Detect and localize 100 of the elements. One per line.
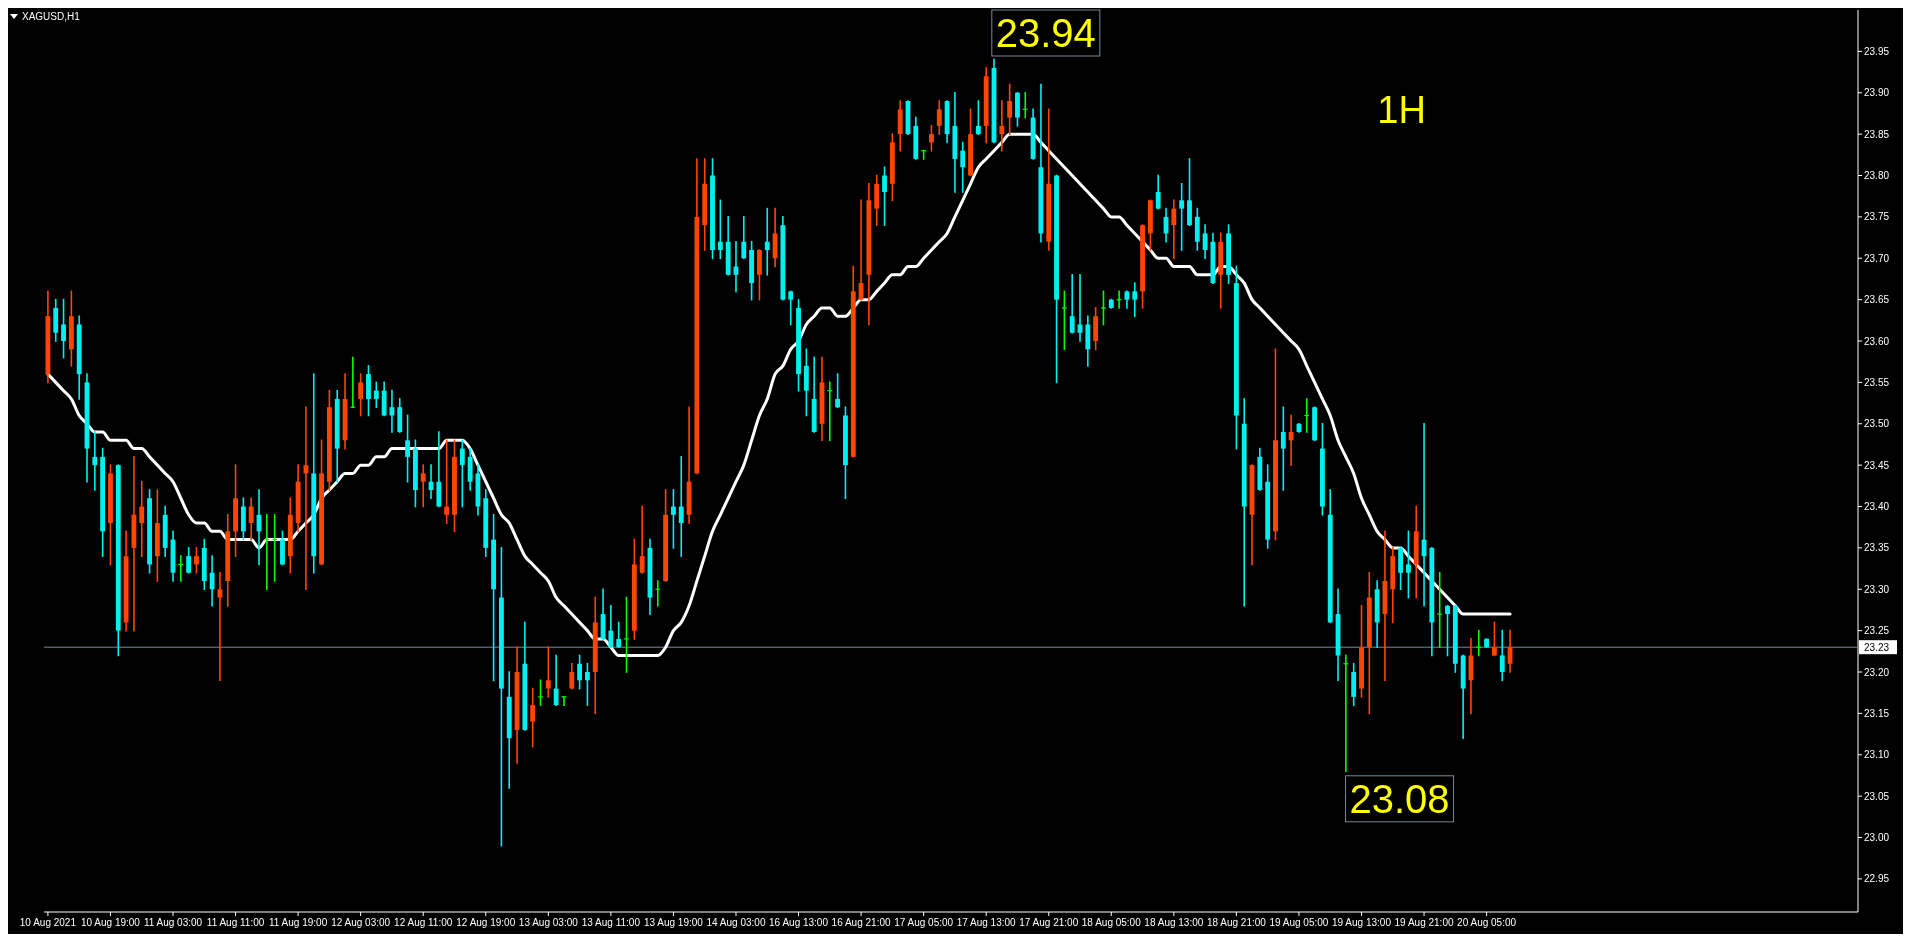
y-tick-label: 22.95 [1864, 873, 1890, 885]
candlestick [553, 654, 559, 706]
y-tick-label: 23.80 [1864, 170, 1890, 181]
candlestick [1202, 224, 1208, 260]
candlestick [569, 662, 575, 690]
candlestick [92, 431, 98, 491]
candlestick [882, 166, 887, 226]
candlestick [1069, 274, 1075, 334]
candlestick [1007, 83, 1013, 135]
x-tick-label: 10 Aug 19:00 [80, 917, 141, 928]
candlestick [248, 497, 254, 541]
candlestick [1436, 571, 1443, 648]
annotation: 23.94 [995, 11, 1096, 56]
candlestick [999, 100, 1005, 152]
candlestick [1499, 629, 1505, 682]
x-tick-label: 12 Aug 19:00 [456, 917, 516, 928]
ref-line-label: 23.23 [1864, 641, 1890, 653]
x-tick-label: 13 Aug 11:00 [581, 917, 641, 928]
x-tick-label: 19 Aug 05:00 [1269, 917, 1329, 928]
candlestick [764, 207, 770, 276]
x-tick-label: 12 Aug 11:00 [394, 917, 453, 928]
y-tick-label: 23.00 [1864, 832, 1890, 844]
y-tick-label: 23.95 [1864, 45, 1890, 57]
y-tick-label: 23.75 [1864, 211, 1890, 223]
candlestick [623, 596, 630, 673]
candlestick [788, 290, 794, 326]
y-tick-label: 23.05 [1864, 790, 1890, 802]
y-tick-label: 23.20 [1864, 666, 1890, 678]
candlestick [929, 125, 934, 152]
x-tick-label: 10 Aug 2021 [19, 917, 77, 928]
candlestick [530, 687, 536, 748]
candlestick [717, 199, 723, 260]
candlestick [975, 100, 981, 135]
y-tick-label: 23.65 [1864, 294, 1890, 306]
candlestick [420, 464, 426, 508]
y-tick-label: 23.10 [1864, 749, 1890, 761]
x-tick-label: 13 Aug 19:00 [643, 917, 704, 928]
y-tick-label: 23.30 [1864, 583, 1890, 595]
x-tick-label: 19 Aug 13:00 [1332, 917, 1392, 928]
x-tick-label: 11 Aug 19:00 [269, 917, 328, 928]
candlestick [358, 373, 364, 417]
y-tick-label: 23.40 [1864, 501, 1890, 513]
x-tick-label: 13 Aug 03:00 [518, 917, 579, 928]
y-tick-label: 23.85 [1864, 128, 1890, 140]
x-tick-label: 16 Aug 21:00 [831, 917, 891, 928]
candlestick [1132, 282, 1138, 317]
candlestick [639, 505, 645, 574]
x-tick-label: 11 Aug 03:00 [143, 917, 203, 928]
candlestick [678, 456, 684, 557]
y-tick-label: 23.25 [1864, 625, 1890, 637]
candlestick [960, 141, 966, 193]
x-tick-label: 14 Aug 03:00 [706, 917, 766, 928]
x-tick-label: 11 Aug 11:00 [206, 917, 265, 928]
candlestick [1171, 199, 1177, 260]
candlestick [405, 414, 411, 483]
y-tick-label: 23.60 [1864, 335, 1890, 347]
candlestick [858, 199, 864, 301]
x-tick-label: 17 Aug 05:00 [894, 917, 954, 928]
candlestick [1445, 605, 1450, 657]
candlestick [139, 480, 145, 557]
line-series [46, 132, 1512, 657]
candlestick [671, 489, 676, 549]
candlestick [835, 373, 841, 409]
candlestick [1405, 530, 1411, 599]
candlestick [459, 439, 465, 508]
y-tick-label: 23.55 [1864, 376, 1890, 388]
y-tick-label: 23.70 [1864, 252, 1890, 264]
candlestick [608, 605, 614, 648]
candlestick [936, 100, 942, 135]
x-tick-label: 18 Aug 21:00 [1206, 917, 1267, 928]
x-tick-label: 18 Aug 13:00 [1144, 917, 1204, 928]
x-tick-label: 19 Aug 21:00 [1394, 917, 1454, 928]
x-tick-label: 17 Aug 21:00 [1019, 917, 1079, 928]
candlestick [186, 547, 192, 574]
y-tick-label: 23.50 [1864, 418, 1890, 430]
candlestick [194, 547, 199, 574]
y-tick-label: 23.45 [1864, 459, 1890, 471]
candlestick [1077, 274, 1083, 342]
x-tick-label: 20 Aug 05:00 [1457, 917, 1517, 928]
x-tick-label: 18 Aug 05:00 [1081, 917, 1142, 928]
candlestick [61, 298, 66, 359]
candlestick [545, 646, 551, 698]
candlestick [584, 662, 590, 706]
candlestick [1288, 414, 1294, 466]
candlestick [1491, 621, 1497, 657]
candlestick [217, 571, 223, 682]
candlestick [577, 654, 583, 690]
y-tick-label: 23.15 [1864, 707, 1890, 719]
x-tick-label: 12 Aug 03:00 [331, 917, 391, 928]
candlestick [741, 216, 747, 260]
candlestick [373, 381, 379, 409]
x-tick-label: 17 Aug 13:00 [956, 917, 1017, 928]
y-tick-label: 23.35 [1864, 542, 1890, 554]
candlestick [444, 439, 450, 524]
candlestick [1155, 174, 1161, 210]
candlestick [1100, 290, 1107, 326]
x-tick-label: 16 Aug 13:00 [769, 917, 829, 928]
candlestick [1179, 182, 1185, 251]
annotation: 23.08 [1349, 777, 1450, 822]
candlestick [616, 621, 622, 648]
